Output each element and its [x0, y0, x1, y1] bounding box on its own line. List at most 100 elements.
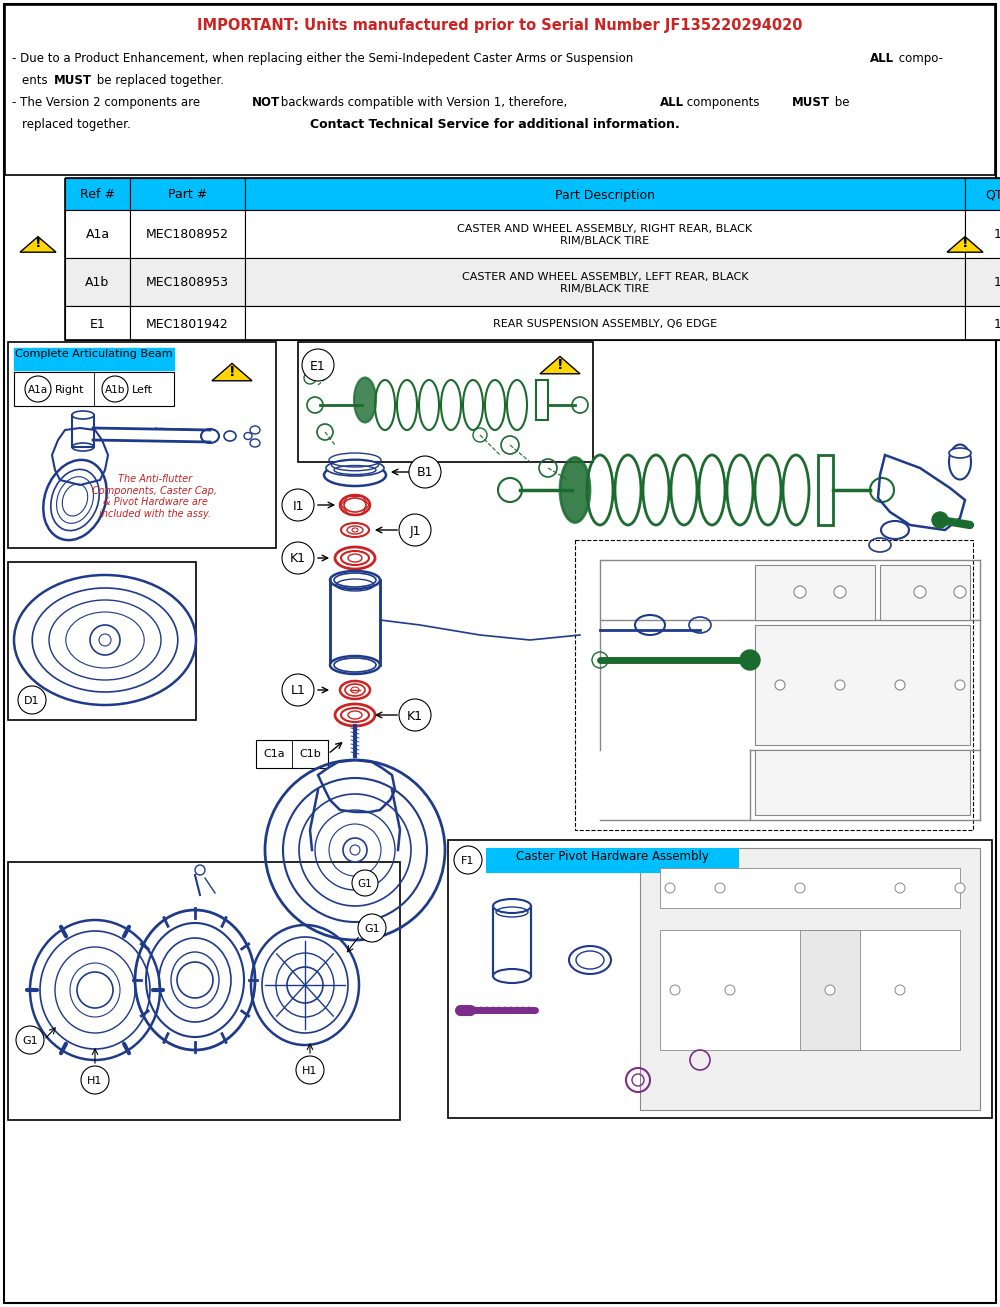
Bar — [298, 342, 593, 461]
Text: !: ! — [35, 237, 41, 250]
Text: L1: L1 — [291, 685, 305, 698]
Text: K1: K1 — [407, 710, 423, 723]
Ellipse shape — [326, 460, 384, 476]
Circle shape — [25, 376, 51, 403]
Text: MEC1808952: MEC1808952 — [146, 229, 229, 242]
Bar — [755, 750, 970, 816]
Text: F1: F1 — [461, 856, 475, 867]
Text: The Anti-flutter
Components, Caster Cap,
& Pivot Hardware are
included with the : The Anti-flutter Components, Caster Cap,… — [92, 474, 218, 519]
Text: K1: K1 — [290, 553, 306, 566]
Circle shape — [795, 884, 805, 893]
Ellipse shape — [335, 548, 375, 569]
Text: components: components — [683, 95, 763, 108]
Bar — [245, 306, 965, 340]
Bar — [880, 565, 970, 620]
Text: C1b: C1b — [299, 749, 321, 759]
Text: 1: 1 — [994, 229, 1000, 242]
Circle shape — [399, 699, 431, 731]
Text: ents: ents — [22, 74, 51, 88]
Circle shape — [665, 884, 675, 893]
Text: backwards compatible with Version 1, therefore,: backwards compatible with Version 1, the… — [277, 95, 571, 108]
Ellipse shape — [72, 410, 94, 420]
Text: CASTER AND WHEEL ASSEMBLY, RIGHT REAR, BLACK
RIM/BLACK TIRE: CASTER AND WHEEL ASSEMBLY, RIGHT REAR, B… — [457, 225, 753, 246]
Text: MEC1808953: MEC1808953 — [146, 277, 229, 289]
Bar — [660, 931, 960, 1050]
Ellipse shape — [341, 523, 369, 537]
Text: H1: H1 — [87, 1076, 103, 1086]
Text: compo-: compo- — [895, 52, 943, 65]
Circle shape — [296, 1056, 324, 1084]
Circle shape — [834, 586, 846, 599]
Text: I1: I1 — [292, 499, 304, 512]
Circle shape — [282, 489, 314, 521]
Text: replaced together.: replaced together. — [22, 118, 131, 131]
Circle shape — [715, 884, 725, 893]
Circle shape — [409, 456, 441, 488]
Bar — [330, 580, 380, 665]
Bar — [72, 416, 94, 447]
Text: Part Description: Part Description — [555, 188, 655, 201]
Bar — [800, 931, 860, 1050]
Bar — [8, 562, 196, 720]
Ellipse shape — [330, 656, 380, 674]
Ellipse shape — [340, 495, 370, 515]
Bar — [245, 210, 965, 257]
Bar — [818, 455, 833, 525]
Ellipse shape — [949, 448, 971, 457]
Circle shape — [282, 674, 314, 706]
Bar — [965, 306, 1000, 340]
Ellipse shape — [330, 571, 380, 589]
Text: QTY: QTY — [985, 188, 1000, 201]
Text: Right: Right — [55, 386, 84, 395]
Circle shape — [895, 680, 905, 690]
Bar — [65, 210, 130, 257]
Ellipse shape — [354, 378, 376, 422]
Ellipse shape — [335, 704, 375, 725]
Text: !: ! — [962, 237, 968, 250]
Text: !: ! — [229, 365, 235, 379]
Circle shape — [358, 914, 386, 942]
Circle shape — [794, 586, 806, 599]
Text: Caster Pivot Hardware Assembly: Caster Pivot Hardware Assembly — [516, 850, 708, 863]
Bar — [130, 210, 245, 257]
Text: REAR SUSPENSION ASSEMBLY, Q6 EDGE: REAR SUSPENSION ASSEMBLY, Q6 EDGE — [493, 319, 717, 329]
Bar — [245, 178, 965, 210]
Bar — [640, 848, 980, 1110]
Text: MEC1801942: MEC1801942 — [146, 318, 229, 331]
Bar — [575, 540, 973, 830]
Text: B1: B1 — [417, 467, 433, 480]
Circle shape — [725, 985, 735, 995]
Bar — [755, 565, 875, 620]
Circle shape — [81, 1067, 109, 1094]
Circle shape — [835, 680, 845, 690]
Text: Contact Technical Service for additional information.: Contact Technical Service for additional… — [310, 118, 680, 131]
Circle shape — [102, 376, 128, 403]
Bar — [8, 863, 400, 1120]
Bar — [965, 257, 1000, 306]
Text: ALL: ALL — [870, 52, 894, 65]
Circle shape — [955, 680, 965, 690]
Ellipse shape — [493, 968, 531, 983]
Bar — [130, 178, 245, 210]
Text: D1: D1 — [24, 697, 40, 706]
Bar — [486, 848, 738, 872]
Circle shape — [352, 870, 378, 897]
Polygon shape — [212, 363, 252, 380]
Ellipse shape — [324, 464, 386, 486]
Ellipse shape — [949, 444, 971, 480]
Text: A1b: A1b — [105, 386, 125, 395]
Circle shape — [954, 586, 966, 599]
Text: CASTER AND WHEEL ASSEMBLY, LEFT REAR, BLACK
RIM/BLACK TIRE: CASTER AND WHEEL ASSEMBLY, LEFT REAR, BL… — [462, 272, 748, 294]
Bar — [245, 257, 965, 306]
Bar — [755, 625, 970, 745]
Bar — [130, 257, 245, 306]
Text: E1: E1 — [310, 359, 326, 372]
Circle shape — [895, 884, 905, 893]
Text: Complete Articulating Beam: Complete Articulating Beam — [15, 349, 173, 359]
Text: IMPORTANT: Units manufactured prior to Serial Number JF135220294020: IMPORTANT: Units manufactured prior to S… — [197, 18, 803, 33]
Text: A1b: A1b — [85, 277, 110, 289]
Circle shape — [454, 846, 482, 874]
Bar — [536, 380, 548, 420]
Text: A1a: A1a — [28, 386, 48, 395]
Bar — [660, 868, 960, 908]
